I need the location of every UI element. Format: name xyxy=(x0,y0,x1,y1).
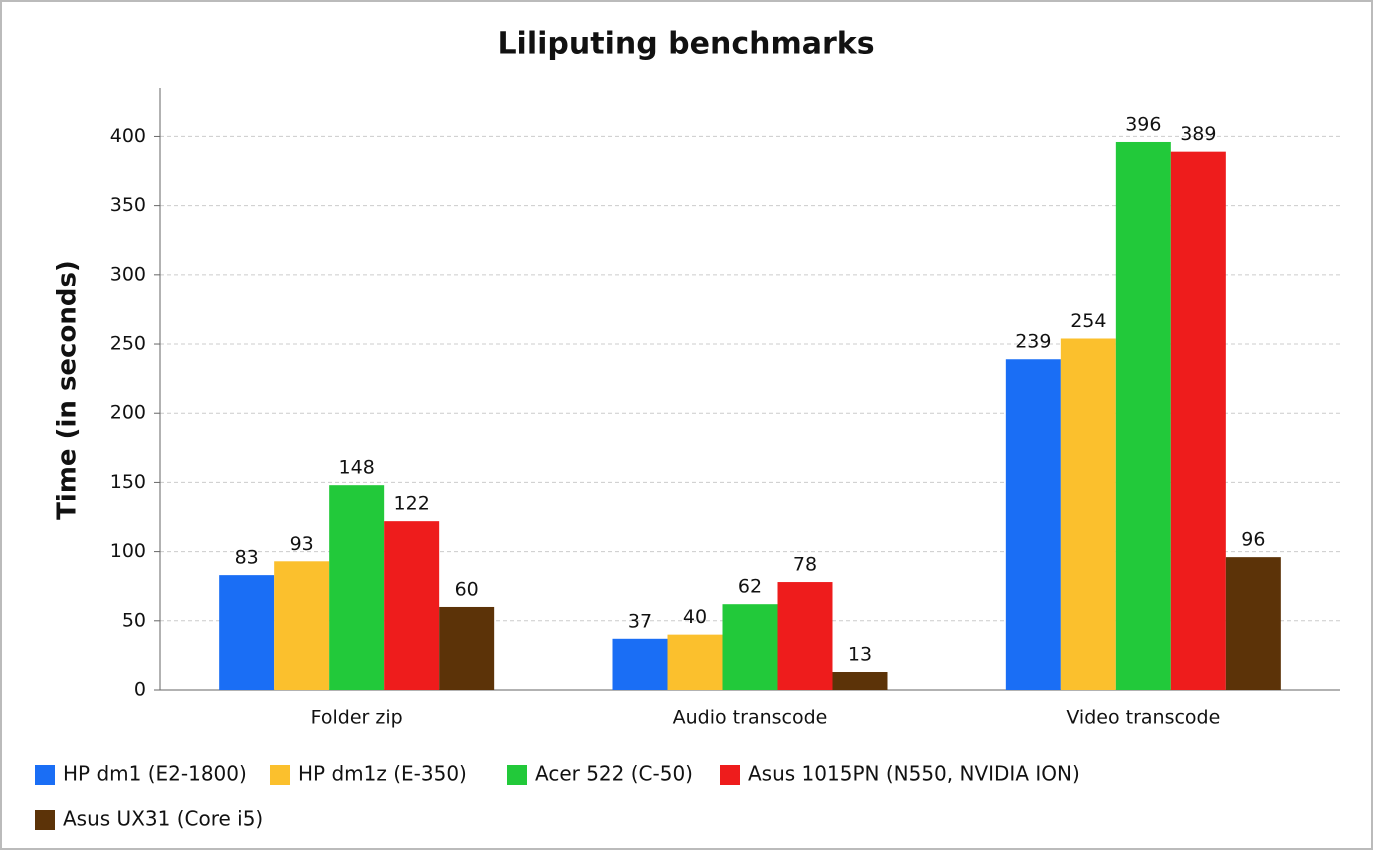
data-label: 60 xyxy=(455,578,479,600)
bar xyxy=(384,521,440,690)
x-tick-label: Video transcode xyxy=(1066,707,1220,729)
legend-swatch xyxy=(35,765,55,785)
data-label: 13 xyxy=(848,644,872,666)
legend-swatch xyxy=(270,765,290,785)
data-label: 78 xyxy=(793,554,817,576)
bar xyxy=(832,672,888,690)
chart-title: Liliputing benchmarks xyxy=(497,27,874,62)
bar xyxy=(1115,141,1171,690)
data-label: 40 xyxy=(683,606,707,628)
data-label: 96 xyxy=(1241,529,1265,551)
data-label: 239 xyxy=(1015,331,1051,353)
y-tick-label: 250 xyxy=(110,333,146,355)
bar xyxy=(219,575,275,690)
y-tick-label: 150 xyxy=(110,471,146,493)
data-label: 148 xyxy=(339,457,375,479)
y-tick-label: 100 xyxy=(110,540,146,562)
bar xyxy=(274,561,330,690)
data-label: 396 xyxy=(1125,113,1161,135)
y-axis-label: Time (in seconds) xyxy=(53,260,83,520)
bar xyxy=(329,485,385,690)
data-label: 62 xyxy=(738,576,762,598)
x-tick-label: Audio transcode xyxy=(673,707,828,729)
legend-label: HP dm1z (E-350) xyxy=(298,762,467,786)
bar xyxy=(1060,338,1116,690)
bar xyxy=(612,638,668,690)
bar xyxy=(1170,151,1226,690)
bar xyxy=(439,606,495,690)
data-label: 122 xyxy=(394,493,430,515)
legend-label: Asus UX31 (Core i5) xyxy=(63,807,263,831)
legend-label: HP dm1 (E2-1800) xyxy=(63,762,247,786)
bar xyxy=(777,582,833,690)
data-label: 83 xyxy=(235,547,259,569)
data-label: 93 xyxy=(290,533,314,555)
bar xyxy=(1225,557,1281,690)
y-tick-label: 200 xyxy=(110,402,146,424)
y-tick-label: 400 xyxy=(110,125,146,147)
legend-swatch xyxy=(507,765,527,785)
y-tick-label: 300 xyxy=(110,263,146,285)
x-tick-label: Folder zip xyxy=(311,707,403,729)
y-tick-label: 0 xyxy=(134,679,146,701)
data-label: 254 xyxy=(1070,310,1106,332)
bar xyxy=(1005,359,1061,690)
bar xyxy=(722,604,778,690)
bar xyxy=(667,634,723,690)
y-tick-label: 50 xyxy=(122,609,146,631)
data-label: 389 xyxy=(1180,123,1216,145)
legend-swatch xyxy=(35,810,55,830)
y-tick-label: 350 xyxy=(110,194,146,216)
legend-label: Acer 522 (C-50) xyxy=(535,762,693,786)
legend-label: Asus 1015PN (N550, NVIDIA ION) xyxy=(748,762,1080,786)
data-label: 37 xyxy=(628,610,652,632)
legend-swatch xyxy=(720,765,740,785)
